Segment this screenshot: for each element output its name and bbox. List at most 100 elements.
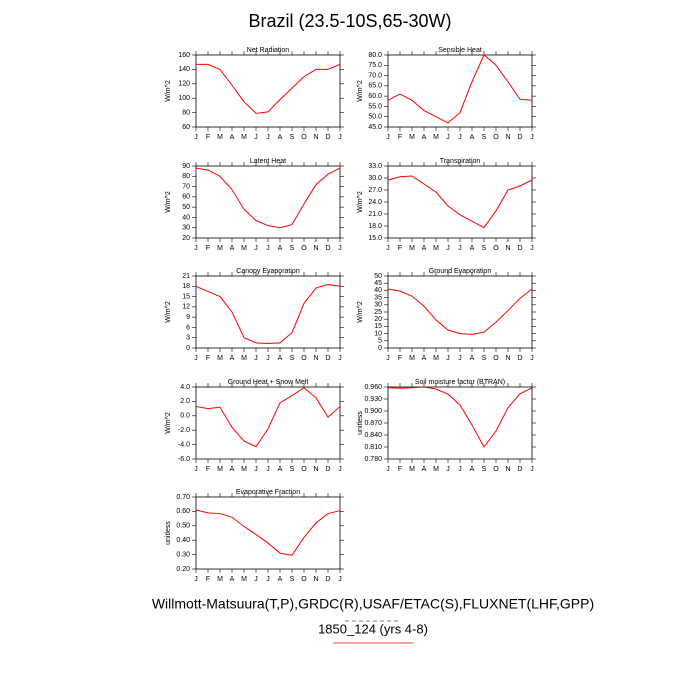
- x-tick-label: J: [266, 134, 270, 141]
- x-tick-label: M: [409, 466, 415, 473]
- x-tick-label: F: [206, 134, 210, 141]
- x-tick-label: S: [290, 245, 295, 252]
- x-tick-label: J: [338, 576, 342, 583]
- y-tick-label: 4.0: [180, 384, 190, 391]
- x-tick-label: D: [517, 134, 522, 141]
- data-line: [387, 288, 533, 335]
- x-tick-label: N: [313, 134, 318, 141]
- y-tick-label: 35: [374, 294, 382, 301]
- x-tick-label: N: [313, 576, 318, 583]
- y-axis-label: W/m^2: [357, 301, 364, 323]
- plot-frame: [387, 275, 533, 349]
- y-tick-label: 0.780: [364, 456, 382, 463]
- y-tick-label: 30: [182, 225, 190, 232]
- x-tick-label: M: [433, 466, 439, 473]
- x-tick-label: D: [325, 576, 330, 583]
- x-tick-label: O: [301, 245, 307, 252]
- y-tick-label: 0.900: [364, 408, 382, 415]
- x-tick-label: D: [325, 134, 330, 141]
- x-tick-label: A: [470, 466, 475, 473]
- x-tick-label: S: [290, 355, 295, 362]
- x-tick-label: A: [278, 355, 283, 362]
- x-tick-label: A: [230, 134, 235, 141]
- panel-title: Transpiration: [440, 158, 481, 165]
- x-tick-label: J: [530, 134, 534, 141]
- y-tick-label: 80: [182, 173, 190, 180]
- x-tick-label: D: [517, 245, 522, 252]
- x-tick-label: S: [482, 355, 487, 362]
- x-tick-label: N: [505, 466, 510, 473]
- y-tick-label: 0.40: [176, 537, 190, 544]
- x-tick-label: D: [517, 466, 522, 473]
- y-tick-label: 30: [374, 302, 382, 309]
- x-tick-label: J: [194, 355, 198, 362]
- x-tick-label: N: [313, 245, 318, 252]
- y-tick-label: 0.840: [364, 432, 382, 439]
- y-tick-label: 5: [378, 338, 382, 345]
- x-tick-label: M: [241, 134, 247, 141]
- x-tick-label: J: [254, 245, 258, 252]
- y-tick-label: -4.0: [178, 441, 190, 448]
- y-tick-label: 40: [182, 214, 190, 221]
- x-tick-label: J: [458, 134, 462, 141]
- x-tick-label: J: [458, 355, 462, 362]
- x-tick-label: J: [446, 134, 450, 141]
- y-axis-label: W/m^2: [357, 80, 364, 102]
- x-tick-label: J: [386, 245, 390, 252]
- x-tick-label: J: [338, 134, 342, 141]
- x-tick-label: M: [409, 245, 415, 252]
- plot-frame: [195, 54, 341, 128]
- footer-text: 1850_124 (yrs 4-8): [318, 621, 428, 636]
- y-tick-label: 18.0: [368, 223, 382, 230]
- panel-title: Latent Heat: [250, 158, 286, 165]
- x-tick-label: J: [458, 245, 462, 252]
- x-tick-label: S: [290, 134, 295, 141]
- x-tick-label: M: [433, 245, 439, 252]
- x-tick-label: A: [278, 134, 283, 141]
- x-tick-label: J: [194, 576, 198, 583]
- data-line: [195, 284, 341, 345]
- x-tick-label: J: [266, 466, 270, 473]
- y-tick-label: 75.0: [368, 62, 382, 69]
- x-tick-label: J: [530, 355, 534, 362]
- x-tick-label: F: [206, 466, 210, 473]
- x-tick-label: S: [290, 576, 295, 583]
- panel-title: Ground Evaporation: [429, 268, 492, 275]
- x-tick-label: M: [241, 576, 247, 583]
- x-tick-label: M: [241, 355, 247, 362]
- x-tick-label: A: [422, 466, 427, 473]
- x-tick-label: M: [433, 134, 439, 141]
- x-tick-label: F: [206, 355, 210, 362]
- x-tick-label: O: [301, 355, 307, 362]
- panel-title: Sensible Heat: [438, 47, 482, 54]
- y-tick-label: 160: [178, 52, 190, 59]
- x-tick-label: J: [530, 245, 534, 252]
- data-line: [196, 63, 341, 114]
- y-tick-label: 30.0: [368, 175, 382, 182]
- x-tick-label: D: [517, 355, 522, 362]
- data-line: [387, 386, 533, 448]
- x-tick-label: J: [338, 355, 342, 362]
- x-tick-label: N: [505, 355, 510, 362]
- x-tick-label: A: [230, 355, 235, 362]
- data-line: [195, 509, 341, 556]
- y-tick-label: 45: [374, 280, 382, 287]
- x-tick-label: D: [325, 466, 330, 473]
- plot-frame: [387, 54, 533, 128]
- panel-title: Net Radiation: [247, 47, 290, 54]
- x-tick-label: J: [254, 134, 258, 141]
- y-tick-label: 15.0: [368, 235, 382, 242]
- x-tick-label: J: [338, 466, 342, 473]
- x-tick-label: O: [493, 466, 499, 473]
- x-tick-label: N: [313, 355, 318, 362]
- y-axis-label: W/m^2: [165, 301, 172, 323]
- y-tick-label: 20: [374, 316, 382, 323]
- x-tick-label: N: [505, 245, 510, 252]
- x-tick-label: F: [206, 245, 210, 252]
- x-tick-label: J: [338, 245, 342, 252]
- y-tick-label: 0.70: [176, 494, 190, 501]
- x-tick-label: A: [278, 466, 283, 473]
- data-line: [387, 175, 533, 229]
- x-tick-label: A: [470, 134, 475, 141]
- y-tick-label: 70: [182, 183, 190, 190]
